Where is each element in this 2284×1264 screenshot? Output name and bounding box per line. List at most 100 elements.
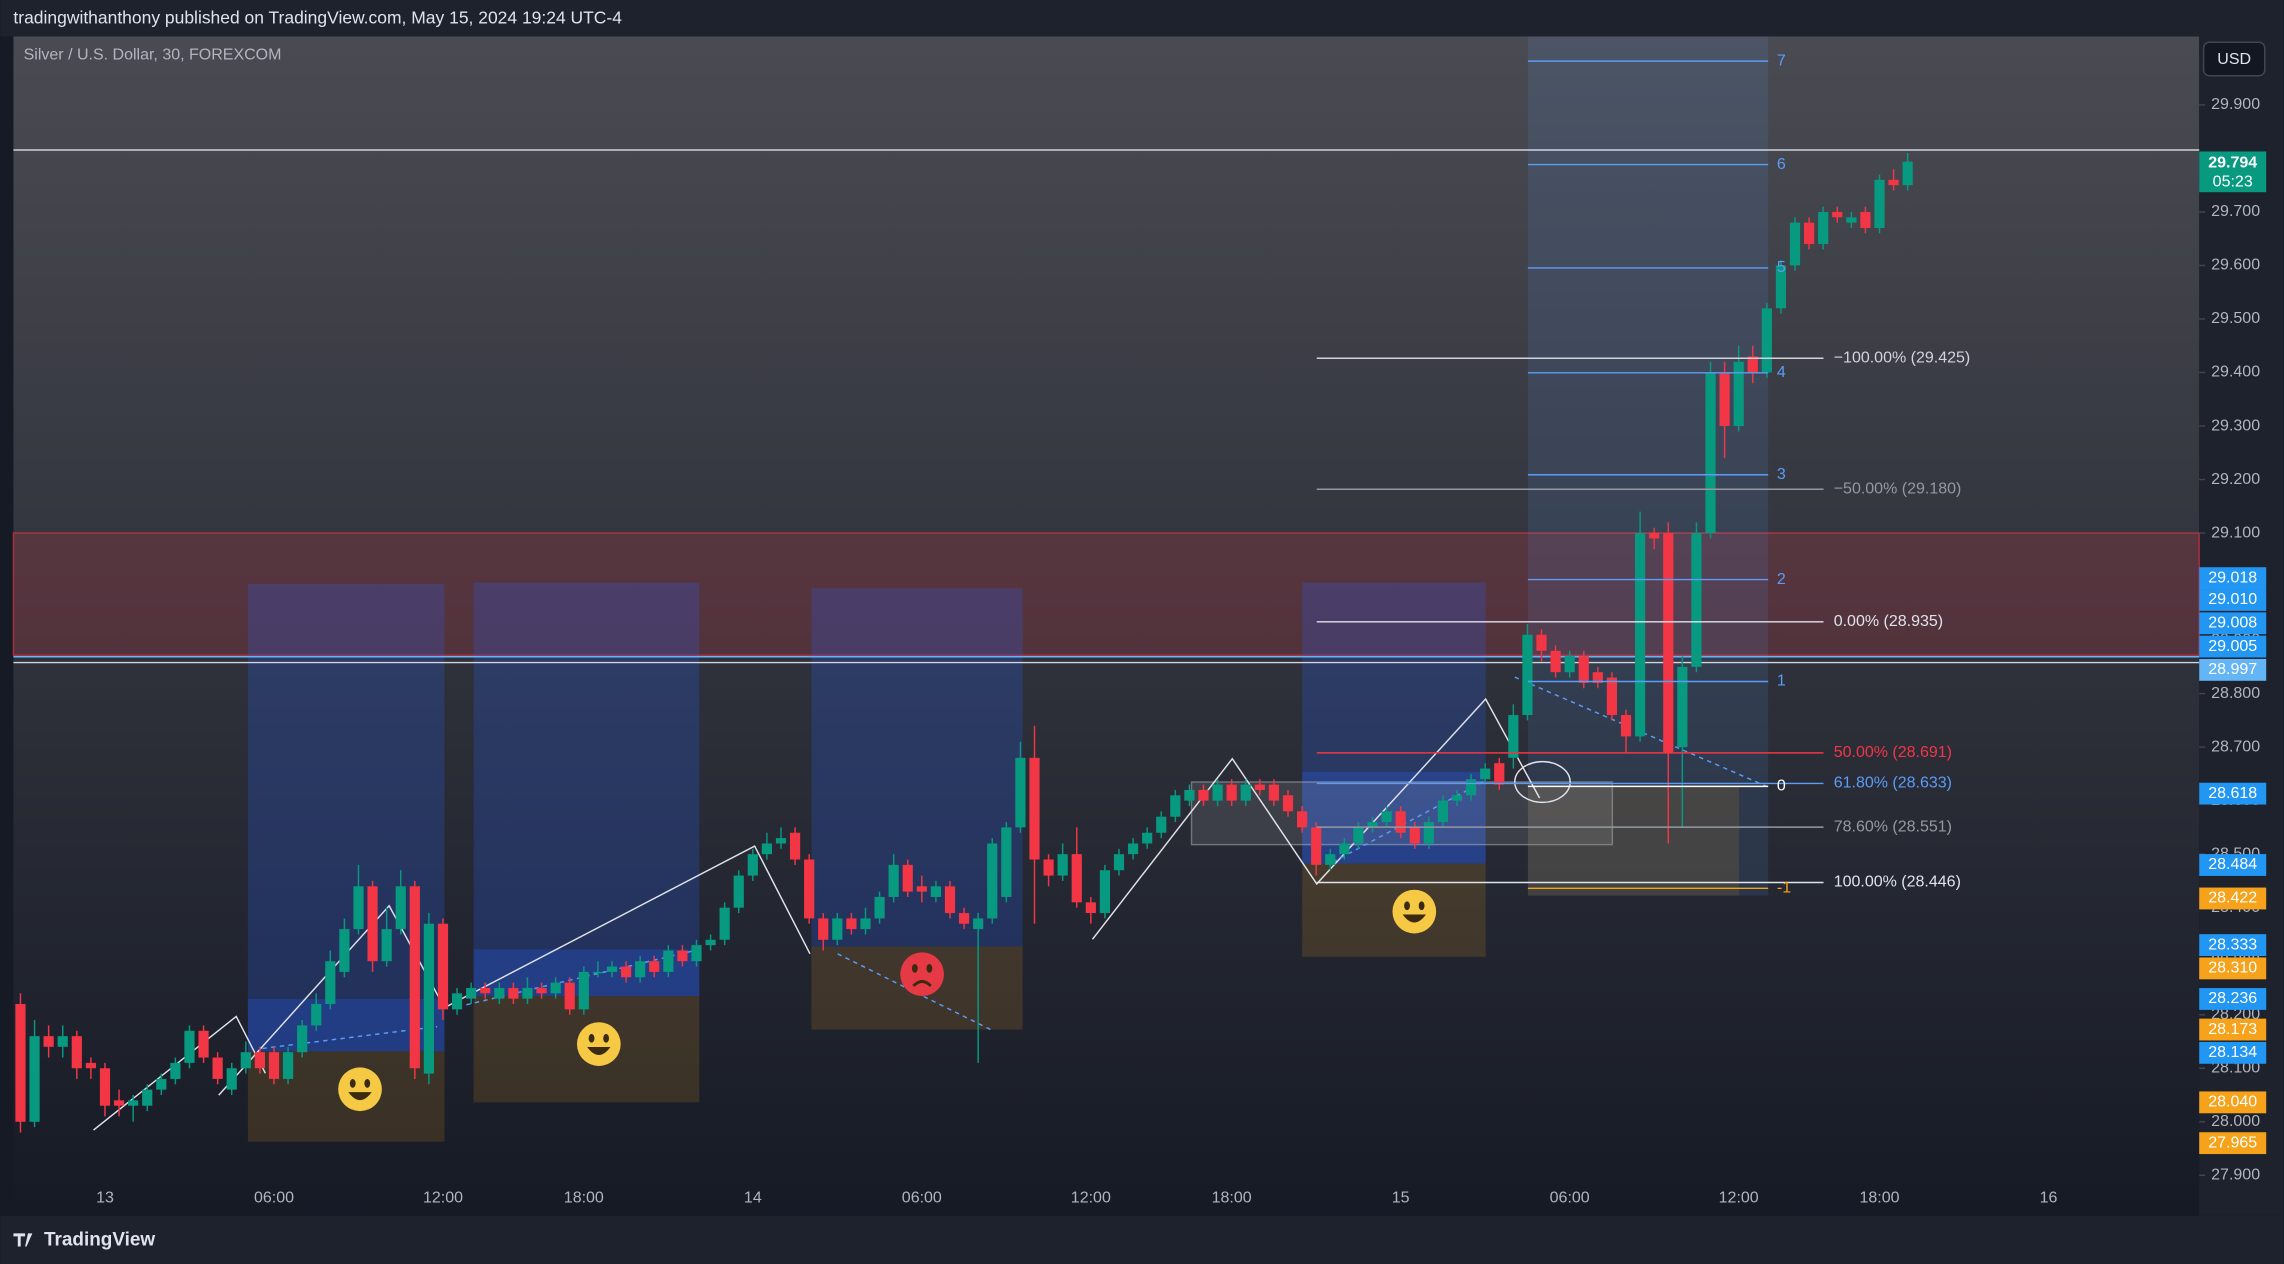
currency-label: USD [2217, 51, 2251, 68]
emoji-eye [349, 1079, 356, 1088]
candle-body [733, 875, 744, 908]
candle-body [1465, 779, 1477, 796]
candle-body [1705, 372, 1716, 534]
candle-body [29, 1036, 40, 1122]
candle-body [1733, 361, 1744, 427]
candle-body [1592, 672, 1603, 683]
fib-extension-label: 2 [1777, 571, 1786, 588]
y-tick-label: 29.700 [2211, 203, 2260, 220]
price-badge [2199, 1132, 2267, 1155]
emoji-mouth [348, 1092, 372, 1101]
y-tick-label: 28.000 [2211, 1113, 2260, 1130]
candle-body [747, 854, 758, 876]
candle-body [1113, 854, 1125, 871]
x-tick-label: 12:00 [1719, 1190, 1759, 1207]
candle-body [437, 923, 449, 1010]
candle-body [1142, 832, 1153, 844]
y-tick-label: 29.600 [2211, 257, 2260, 274]
smile-emoji [1392, 889, 1437, 934]
candle-body [1860, 211, 1871, 229]
candle-body [1494, 763, 1505, 785]
candle-body [944, 886, 956, 914]
candle-body [1325, 854, 1336, 865]
candle-body [1719, 372, 1730, 427]
emoji-mouth [912, 980, 932, 987]
emoji-face [576, 1022, 621, 1066]
price-badge-label: 28.134 [2208, 1044, 2257, 1061]
candle-body [761, 843, 773, 855]
candle-body [1001, 827, 1012, 897]
price-badge [2199, 854, 2267, 876]
candle-body [381, 929, 392, 962]
candle-body [1775, 265, 1787, 309]
fib-extension-label: 4 [1777, 364, 1786, 381]
dashed-line [1514, 676, 1768, 788]
emoji-face [1392, 889, 1437, 934]
x-tick-label: 15 [1392, 1190, 1410, 1207]
candle-body [592, 971, 603, 974]
price-badge [2199, 612, 2267, 635]
candle-body [1634, 533, 1646, 737]
emoji-eye [911, 964, 918, 973]
candle-body [339, 929, 350, 972]
y-tick-label: 29.200 [2211, 471, 2260, 488]
price-badge-label: 28.484 [2208, 856, 2257, 873]
price-badge [2199, 957, 2267, 980]
footer-brand: TradingView [44, 1230, 155, 1251]
candle-body [1170, 795, 1181, 817]
price-badge [2199, 934, 2267, 957]
candle-body [297, 1025, 308, 1053]
candle-body [1578, 656, 1589, 683]
candle-body [536, 987, 547, 994]
x-tick-label: 14 [744, 1190, 762, 1207]
x-tick-label: 18:00 [564, 1190, 604, 1207]
candle-body [1522, 634, 1533, 716]
angry-emoji [900, 952, 944, 997]
candle-body [958, 913, 970, 924]
x-tick-label: 13 [96, 1190, 114, 1207]
target-zone [1302, 582, 1486, 864]
candle-body [1156, 816, 1167, 833]
emoji-eye [364, 1079, 371, 1088]
smile-emoji [576, 1022, 621, 1066]
candle-body [550, 982, 561, 994]
candle-body [775, 838, 787, 844]
candle-body [1691, 533, 1702, 667]
candle-body [423, 923, 434, 1074]
fib-extension-label: 6 [1777, 156, 1786, 173]
candle-body [1606, 677, 1618, 716]
candle-body [1268, 784, 1280, 801]
candle-body [1536, 634, 1547, 651]
candle-body [1832, 211, 1843, 218]
emoji-eye [1404, 901, 1410, 911]
fib-extension-label: -1 [1777, 880, 1791, 897]
candle-body [184, 1030, 195, 1063]
candle-body [212, 1057, 223, 1079]
currency-button[interactable] [2202, 41, 2266, 77]
candle-body [1804, 222, 1815, 245]
candle-body [1381, 811, 1392, 823]
price-badge [2199, 1041, 2267, 1064]
candle-body [1029, 757, 1040, 860]
candle-body [254, 1052, 265, 1069]
candle-body [1282, 795, 1294, 812]
candle-body [311, 1004, 322, 1026]
candle-body [480, 987, 491, 994]
candle-body [973, 918, 984, 930]
candle-body [846, 918, 857, 930]
x-tick-label: 06:00 [1550, 1190, 1590, 1207]
price-badge [2199, 589, 2267, 611]
logo [13, 1233, 33, 1247]
candle-body [508, 987, 519, 999]
candle-body [888, 864, 899, 897]
symbol-title: Silver / U.S. Dollar, 30, FOREXCOM [24, 47, 282, 64]
price-badge-label: 29.005 [2208, 638, 2257, 655]
fib-extension-label: 5 [1777, 259, 1786, 276]
resistance-zone [12, 532, 2200, 657]
fib-label: −50.00% (29.180) [1834, 481, 1962, 498]
candle-body [1296, 811, 1308, 828]
y-tick-label: 29.100 [2211, 524, 2260, 541]
emoji-face [338, 1067, 382, 1112]
header-bar [0, 0, 2284, 37]
